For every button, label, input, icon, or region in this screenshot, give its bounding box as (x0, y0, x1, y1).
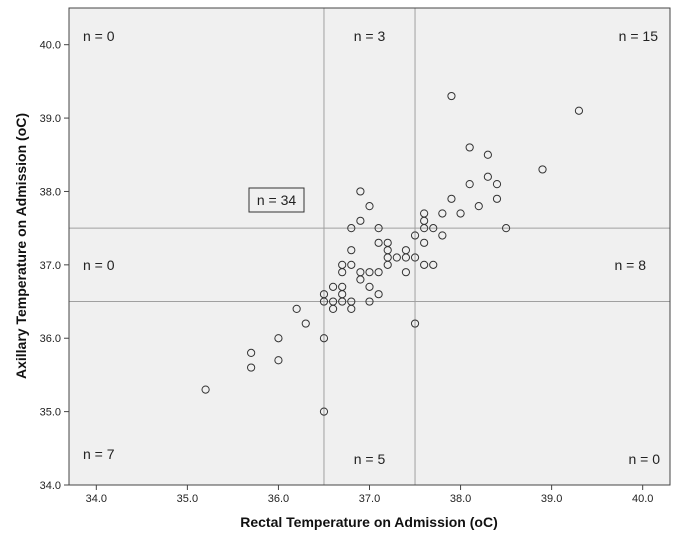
data-point (328, 304, 338, 313)
data-point (365, 282, 374, 291)
y-axis-title: Axillary Temperature on Admission (oC) (13, 113, 29, 379)
data-point (274, 334, 283, 343)
data-point (392, 253, 401, 262)
data-point (347, 304, 356, 313)
data-point (201, 385, 210, 394)
data-point (347, 246, 356, 255)
data-point (574, 106, 584, 115)
boxed-count-label: n = 34 (257, 192, 297, 208)
data-point (492, 194, 502, 203)
data-point (365, 268, 374, 277)
region-counts: n = 0 n = 3 n = 15 n = 0 n = 8 n = 7 n = 5 n = … (83, 28, 660, 467)
data-point (420, 224, 429, 233)
data-point (319, 297, 329, 306)
region-count-bottom-right: n = 0 (628, 451, 660, 467)
data-point (465, 143, 474, 152)
data-point (274, 356, 283, 365)
data-point (501, 224, 511, 233)
y-tick-label: 34.0 (40, 480, 61, 492)
data-point (356, 187, 365, 196)
data-point (347, 224, 356, 233)
data-point (420, 238, 429, 247)
data-point (410, 231, 420, 240)
data-point (410, 253, 420, 262)
data-point (420, 260, 429, 269)
data-point (338, 297, 347, 306)
y-tick-label: 39.0 (40, 113, 61, 125)
region-count-bottom-center: n = 5 (354, 451, 386, 467)
y-tick-label: 35.0 (40, 407, 61, 419)
data-point (247, 363, 256, 372)
data-point (374, 290, 383, 299)
data-point (429, 224, 438, 233)
data-point (447, 91, 456, 101)
y-tick-label: 37.0 (40, 260, 61, 272)
data-point (410, 319, 420, 328)
x-tick-label: 38.0 (450, 493, 471, 505)
data-point (474, 202, 483, 211)
data-point (383, 260, 392, 269)
data-point (538, 165, 547, 174)
data-point (429, 260, 438, 269)
region-count-middle-right: n = 8 (614, 257, 646, 273)
y-tick-label: 40.0 (40, 40, 61, 52)
data-point (247, 348, 256, 358)
region-count-middle-left: n = 0 (83, 257, 115, 273)
data-point (374, 224, 383, 233)
data-point (374, 268, 383, 277)
y-axis: 34.0 35.0 36.0 37.0 38.0 39.0 40.0 (40, 40, 69, 492)
data-point (365, 297, 374, 306)
x-tick-label: 37.0 (359, 493, 380, 505)
region-count-top-center: n = 3 (354, 28, 386, 44)
data-point (447, 194, 456, 203)
data-point (374, 238, 383, 247)
data-points (201, 91, 584, 416)
data-point (292, 304, 301, 313)
data-point (438, 209, 447, 218)
boxed-label-frame (248, 187, 305, 213)
data-point (465, 180, 474, 189)
x-tick-label: 39.0 (541, 493, 562, 505)
data-point (319, 334, 329, 343)
boxed-annotation: n = 34 (248, 187, 305, 213)
data-point (365, 202, 374, 211)
y-tick-label: 38.0 (40, 186, 61, 198)
x-tick-label: 34.0 (86, 493, 107, 505)
data-point (338, 268, 347, 277)
data-point (319, 407, 329, 416)
data-point (401, 268, 411, 277)
data-point (328, 282, 338, 291)
reference-lines (69, 8, 670, 485)
data-point (438, 231, 447, 240)
data-point (356, 275, 365, 284)
region-count-top-left: n = 0 (83, 28, 115, 44)
data-point (401, 253, 411, 262)
region-count-bottom-left: n = 7 (83, 446, 115, 462)
region-count-top-right: n = 15 (619, 28, 659, 44)
data-point (483, 172, 492, 181)
x-axis: 34.0 35.0 36.0 37.0 38.0 39.0 40.0 (86, 485, 653, 505)
x-tick-label: 35.0 (177, 493, 198, 505)
data-point (456, 209, 465, 218)
x-tick-label: 36.0 (268, 493, 289, 505)
data-point (347, 260, 356, 269)
data-point (356, 216, 365, 225)
data-point (492, 180, 502, 189)
plot-area (69, 8, 670, 485)
data-point (301, 319, 310, 328)
x-axis-title: Rectal Temperature on Admission (oC) (240, 514, 497, 530)
data-point (483, 150, 492, 159)
x-tick-label: 40.0 (632, 493, 653, 505)
y-tick-label: 36.0 (40, 333, 61, 345)
